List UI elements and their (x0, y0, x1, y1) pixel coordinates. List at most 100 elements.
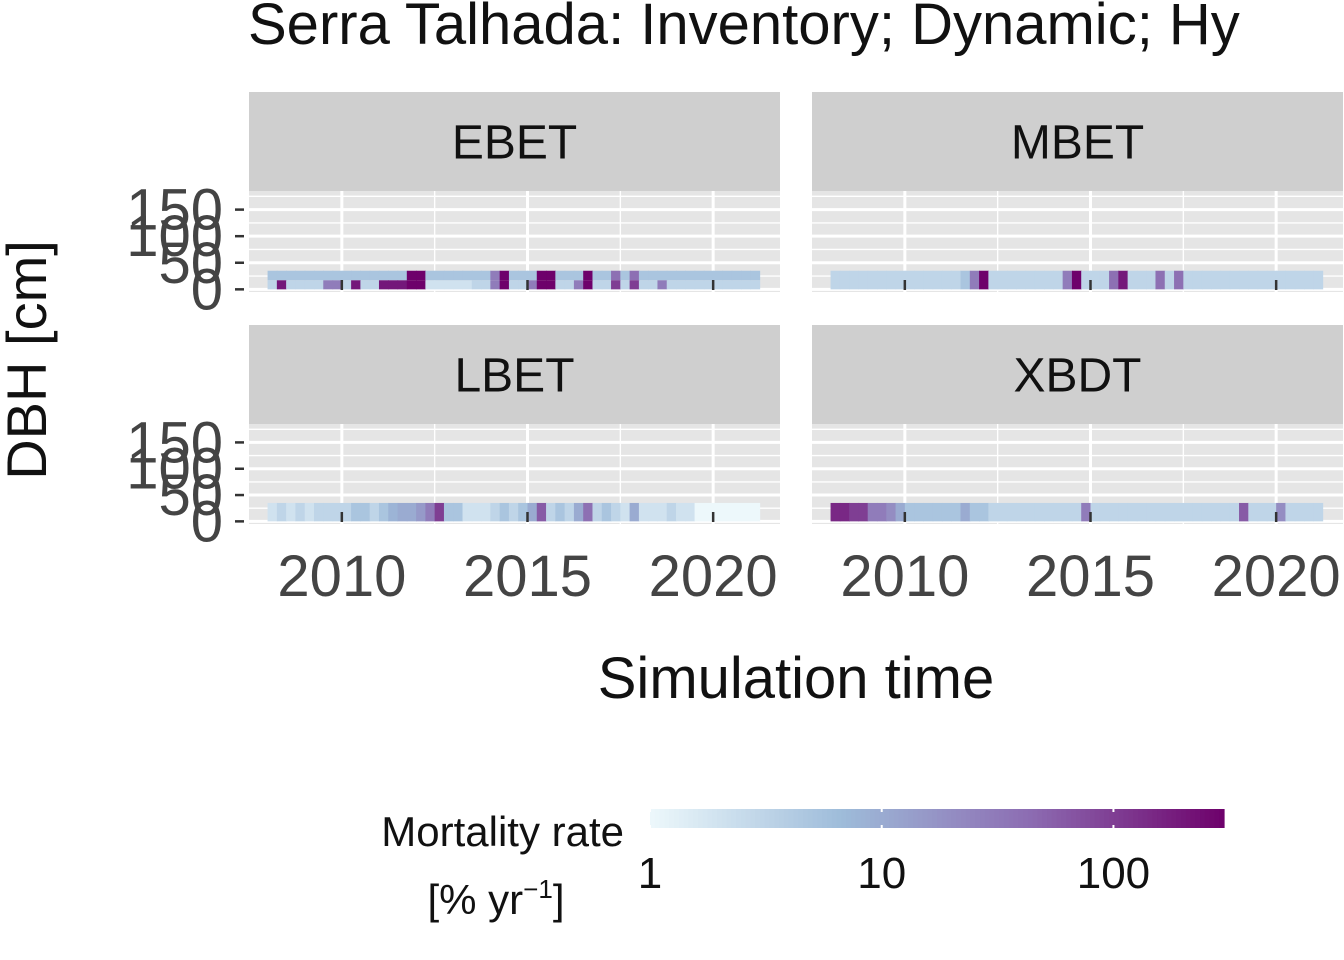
heatmap-tile (611, 270, 621, 281)
heatmap-tile (1266, 270, 1277, 290)
heatmap-tile (564, 280, 575, 290)
legend-color-step (1147, 809, 1153, 828)
heatmap-tile (267, 270, 278, 281)
heatmap-tile (1136, 502, 1147, 522)
heatmap-tile (416, 502, 426, 522)
legend-color-step (1070, 809, 1077, 828)
legend-color-step (736, 809, 742, 828)
legend-color-step (774, 809, 780, 828)
heatmap-tile (369, 270, 380, 281)
heatmap-tile (867, 270, 878, 290)
legend-color-step (850, 809, 857, 828)
legend-color-step (664, 809, 670, 828)
heatmap-tile (1081, 502, 1092, 522)
heatmap-tile (629, 270, 640, 281)
heatmap-tile (685, 280, 696, 290)
heatmap-tile (397, 270, 408, 281)
heatmap-tile (434, 270, 445, 281)
heatmap-tile (583, 502, 594, 522)
heatmap-tile (988, 270, 999, 290)
legend-color-step (693, 809, 699, 828)
heatmap-tile (1062, 270, 1073, 290)
heatmap-tile (1304, 502, 1314, 522)
x-tick-label: 2015 (1026, 544, 1155, 609)
legend-color-step (745, 809, 752, 828)
heatmap-tile (304, 270, 315, 281)
heatmap-tile (573, 502, 584, 522)
heatmap-tile (676, 280, 686, 290)
heatmap-tile (839, 502, 850, 522)
heatmap-tile (499, 280, 510, 290)
legend-color-step (917, 809, 924, 828)
heatmap-tile (1239, 270, 1249, 290)
heatmap-tile (1081, 270, 1092, 290)
heatmap-tile (286, 270, 297, 281)
legend-color-step (1027, 809, 1034, 828)
legend-tick-label: 100 (1077, 849, 1150, 898)
legend-color-step (654, 809, 661, 828)
legend-color-step (870, 809, 876, 828)
heatmap-tile (741, 270, 751, 281)
heatmap-tile (360, 270, 371, 281)
heatmap-tile (453, 502, 464, 522)
legend-tick-label: 10 (857, 849, 906, 898)
heatmap-tile (397, 502, 408, 522)
legend-color-step (884, 809, 890, 828)
heatmap-tile (1266, 502, 1277, 522)
heatmap-tile (499, 502, 510, 522)
heatmap-tile (555, 502, 566, 522)
legend-title-line2: [% yr−1] (428, 874, 565, 923)
legend-color-step (994, 809, 1000, 828)
legend-color-step (1171, 809, 1177, 828)
heatmap-tile (988, 502, 999, 522)
heatmap-tile (416, 270, 426, 281)
heatmap-tile (583, 270, 594, 281)
heatmap-tile (1155, 270, 1166, 290)
heatmap-tile (876, 270, 887, 290)
heatmap-tile (657, 270, 668, 281)
heatmap-tile (406, 502, 417, 522)
heatmap-tile (1136, 270, 1147, 290)
legend-color-step (1066, 809, 1072, 828)
x-tick-label: 2020 (649, 544, 778, 609)
heatmap-tile (592, 502, 603, 522)
heatmap-tile (731, 502, 742, 522)
legend-color-step (1219, 809, 1225, 828)
heatmap-tile (425, 502, 436, 522)
heatmap-tile (703, 280, 714, 290)
legend-color-step (822, 809, 828, 828)
legend-color-step (1018, 809, 1024, 828)
facet-panel-xbdt: XBDT 2010 2015 2020 (812, 325, 1343, 609)
legend-color-step (702, 809, 708, 828)
legend-color-step (760, 809, 766, 828)
heatmap-tile (443, 270, 454, 281)
heatmap-tile (648, 280, 659, 290)
legend-color-step (941, 809, 948, 828)
heatmap-tile (904, 270, 915, 290)
heatmap-tile (1201, 270, 1212, 290)
heatmap-tile (360, 280, 371, 290)
heatmap-tile (508, 502, 519, 522)
heatmap-tile (722, 280, 733, 290)
legend-color-step (1195, 809, 1201, 828)
legend-color-step (769, 809, 775, 828)
heatmap-tile (443, 502, 454, 522)
legend-color-step (659, 809, 665, 828)
legend-color-step (1113, 809, 1120, 828)
heatmap-tile (573, 280, 584, 290)
heatmap-tile (629, 502, 640, 522)
heatmap-tile (1118, 502, 1129, 522)
heatmap-tile (425, 270, 436, 281)
heatmap-tile (676, 270, 686, 281)
legend-color-step (960, 809, 967, 828)
heatmap-tile (1044, 502, 1054, 522)
heatmap-tile (703, 502, 714, 522)
heatmap-tile (638, 280, 649, 290)
heatmap-tile (1248, 270, 1259, 290)
legend-color-step (984, 809, 991, 828)
legend-color-step (999, 809, 1005, 828)
heatmap-tile (564, 502, 575, 522)
legend-color-step (779, 809, 785, 828)
